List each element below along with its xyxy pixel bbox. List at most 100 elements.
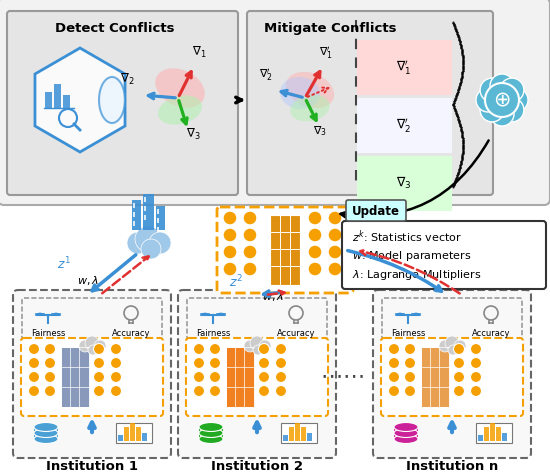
- Text: Fairness: Fairness: [196, 329, 230, 338]
- Circle shape: [470, 371, 481, 382]
- Ellipse shape: [394, 422, 418, 431]
- Circle shape: [470, 386, 481, 396]
- Circle shape: [135, 226, 161, 252]
- FancyBboxPatch shape: [346, 200, 406, 221]
- FancyBboxPatch shape: [13, 290, 171, 458]
- Ellipse shape: [394, 429, 418, 438]
- Circle shape: [194, 386, 205, 396]
- Bar: [45, 92, 52, 108]
- Bar: [133, 212, 135, 217]
- Ellipse shape: [155, 68, 205, 108]
- Circle shape: [127, 232, 149, 254]
- Text: $\nabla_1$: $\nabla_1$: [192, 45, 206, 60]
- Circle shape: [480, 78, 504, 102]
- Circle shape: [328, 228, 342, 242]
- Circle shape: [485, 83, 519, 117]
- Ellipse shape: [99, 77, 125, 123]
- Bar: [116, 423, 152, 443]
- Bar: [130, 423, 135, 441]
- Bar: [142, 433, 147, 441]
- Circle shape: [258, 344, 270, 354]
- FancyBboxPatch shape: [21, 338, 163, 416]
- Circle shape: [328, 245, 342, 259]
- Ellipse shape: [34, 422, 58, 431]
- Circle shape: [29, 344, 40, 354]
- Circle shape: [111, 371, 122, 382]
- Circle shape: [29, 386, 40, 396]
- Text: $w, \lambda$: $w, \lambda$: [262, 290, 284, 303]
- Circle shape: [94, 344, 104, 354]
- Circle shape: [276, 357, 287, 369]
- Circle shape: [445, 336, 459, 350]
- Circle shape: [29, 357, 40, 369]
- Ellipse shape: [199, 435, 223, 444]
- Circle shape: [94, 386, 104, 396]
- Circle shape: [253, 345, 263, 355]
- Text: $\nabla_3$: $\nabla_3$: [397, 175, 412, 191]
- Ellipse shape: [34, 429, 58, 438]
- Bar: [357, 156, 452, 211]
- Text: $\oplus$: $\oplus$: [493, 90, 511, 110]
- Bar: [295, 423, 300, 441]
- Circle shape: [29, 371, 40, 382]
- Circle shape: [404, 344, 415, 354]
- Circle shape: [454, 386, 465, 396]
- Circle shape: [276, 386, 287, 396]
- FancyBboxPatch shape: [187, 298, 327, 340]
- Text: Institution 1: Institution 1: [46, 461, 138, 472]
- Text: Update: Update: [352, 204, 400, 218]
- Circle shape: [454, 357, 465, 369]
- Circle shape: [328, 262, 342, 276]
- FancyBboxPatch shape: [247, 11, 493, 195]
- Bar: [484, 427, 489, 441]
- Polygon shape: [35, 48, 125, 152]
- Circle shape: [404, 357, 415, 369]
- Bar: [478, 435, 483, 441]
- Circle shape: [223, 245, 237, 259]
- Text: $\nabla_1'$: $\nabla_1'$: [397, 58, 411, 76]
- Circle shape: [490, 74, 514, 98]
- Text: $\nabla_3$: $\nabla_3$: [186, 127, 201, 142]
- Circle shape: [194, 344, 205, 354]
- Circle shape: [276, 371, 287, 382]
- Bar: [144, 197, 146, 202]
- Bar: [490, 423, 495, 441]
- Text: $\nabla_1'$: $\nabla_1'$: [319, 45, 333, 61]
- Circle shape: [250, 336, 264, 350]
- Circle shape: [500, 78, 524, 102]
- Bar: [157, 218, 159, 223]
- Circle shape: [210, 371, 221, 382]
- Circle shape: [258, 357, 270, 369]
- Text: Accuracy: Accuracy: [277, 329, 315, 338]
- Text: $z^1$: $z^1$: [57, 255, 71, 272]
- Ellipse shape: [290, 94, 330, 121]
- FancyBboxPatch shape: [381, 338, 523, 416]
- Text: $\nabla_3$: $\nabla_3$: [313, 124, 327, 138]
- Bar: [132, 200, 141, 230]
- Text: $w, \lambda$: $w, \lambda$: [467, 267, 490, 280]
- Circle shape: [94, 340, 106, 352]
- Circle shape: [388, 344, 399, 354]
- Bar: [270, 215, 300, 285]
- Ellipse shape: [394, 435, 418, 444]
- Circle shape: [243, 211, 257, 225]
- Bar: [357, 98, 452, 153]
- Circle shape: [404, 386, 415, 396]
- Ellipse shape: [34, 435, 58, 444]
- Circle shape: [94, 371, 104, 382]
- Text: $\nabla_2'$: $\nabla_2'$: [397, 116, 411, 134]
- Circle shape: [454, 371, 465, 382]
- Ellipse shape: [280, 77, 320, 109]
- Circle shape: [223, 228, 237, 242]
- Circle shape: [223, 262, 237, 276]
- Bar: [157, 227, 159, 232]
- Bar: [496, 427, 501, 441]
- Bar: [394, 425, 418, 439]
- Circle shape: [490, 102, 514, 126]
- Circle shape: [210, 386, 221, 396]
- Circle shape: [308, 228, 322, 242]
- Bar: [226, 347, 254, 407]
- Circle shape: [210, 344, 221, 354]
- Text: $w, \lambda$: $w, \lambda$: [77, 274, 99, 287]
- FancyBboxPatch shape: [7, 11, 238, 195]
